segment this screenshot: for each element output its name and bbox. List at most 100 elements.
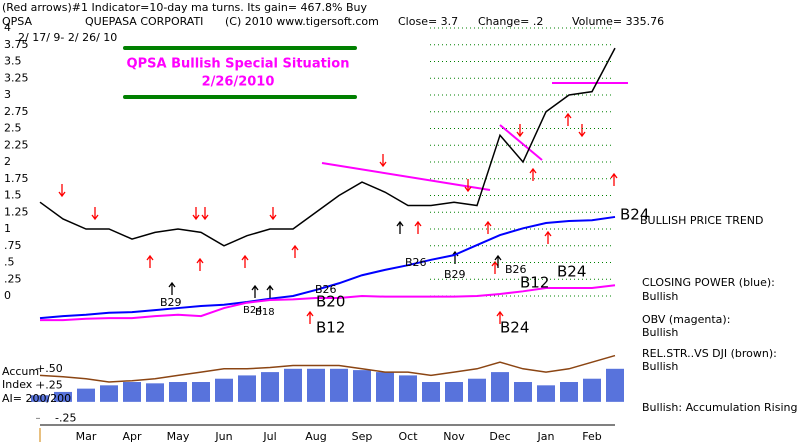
- signal-arrow: [516, 124, 524, 138]
- bar: [606, 368, 624, 402]
- annotation: 2/26/2010: [202, 75, 275, 90]
- bar: [491, 372, 509, 402]
- symbol: QPSA: [2, 15, 32, 28]
- header: (Red arrows)#1 Indicator=10-day ma turns…: [2, 1, 367, 14]
- trend-line: [499, 124, 543, 161]
- panel-label: Index: [2, 378, 33, 391]
- x-tick-label: Apr: [122, 430, 142, 443]
- signal-arrows: [58, 112, 618, 324]
- bar: [169, 382, 187, 402]
- signal-label: B24: [500, 319, 529, 337]
- signal-arrow: [578, 124, 586, 138]
- bar: [192, 382, 210, 402]
- bar: [537, 385, 555, 402]
- signal-arrow: [58, 184, 66, 198]
- panel-label: Accum: [2, 365, 39, 378]
- trend-label: BULLISH PRICE TREND: [640, 214, 764, 227]
- legend-status: Bullish: [642, 290, 678, 303]
- signal-label: B24: [243, 305, 263, 316]
- trend-line: [321, 162, 491, 191]
- y-tick-label: 0: [4, 289, 11, 302]
- signal-label: B20: [316, 293, 345, 311]
- y-tick-label: 2.5: [4, 122, 22, 135]
- y-tick-label: 3.25: [4, 71, 29, 84]
- x-tick-label: Aug: [305, 430, 326, 443]
- y-tick-label: -.25: [55, 411, 76, 424]
- bar: [399, 375, 417, 402]
- signal-label: B12: [316, 319, 345, 337]
- signal-arrow: [241, 254, 249, 268]
- indicator-line: [40, 284, 616, 322]
- price-line: [39, 47, 616, 247]
- x-tick-label: Jul: [262, 430, 276, 443]
- signal-arrow: [396, 220, 404, 234]
- signal-label: B29: [444, 268, 466, 281]
- date-range: 2/ 17/ 9- 2/ 26/ 10: [18, 31, 117, 44]
- y-tick-label: +.50: [36, 362, 63, 375]
- bar: [583, 378, 601, 402]
- bar: [445, 382, 463, 402]
- x-tick-label: Mar: [76, 430, 97, 443]
- x-tick-label: Dec: [489, 430, 510, 443]
- bar: [284, 368, 302, 402]
- close: Close= 3.7: [398, 15, 458, 28]
- company: QUEPASA CORPORATI: [85, 15, 203, 28]
- x-tick-label: Jun: [214, 430, 232, 443]
- bar: [468, 378, 486, 402]
- signal-arrow: [91, 207, 99, 221]
- y-tick-label: 1.5: [4, 189, 22, 202]
- copyright: (C) 2010 www.tigersoft.com: [225, 15, 379, 28]
- y-tick-label: 2: [4, 155, 11, 168]
- y-tick-label: .25: [4, 272, 22, 285]
- signal-arrow: [529, 167, 537, 181]
- annotation: QPSA Bullish Special Situation: [127, 57, 350, 72]
- y-tick-label: 1.25: [4, 205, 29, 218]
- signal-arrow: [266, 284, 274, 298]
- signal-arrow: [196, 257, 204, 271]
- signal-label: B12: [520, 274, 549, 292]
- signal-label: B26: [315, 283, 337, 296]
- legend-status: Bullish: [642, 326, 678, 339]
- signal-arrow: [414, 220, 422, 234]
- bar: [215, 378, 233, 402]
- bar: [100, 385, 118, 402]
- bar: [54, 391, 72, 402]
- x-tick-label: Feb: [582, 430, 601, 443]
- legend-status: Bullish: [642, 360, 678, 373]
- signal-label: B26: [505, 263, 527, 276]
- signal-arrow: [544, 230, 552, 244]
- signal-label: B24: [620, 206, 649, 224]
- signal-arrow: [484, 220, 492, 234]
- bar: [560, 382, 578, 402]
- y-tick-label: .75: [4, 239, 22, 252]
- change: Change= .2: [478, 15, 543, 28]
- y-tick-label: 4: [4, 21, 11, 34]
- signal-arrow: [564, 112, 572, 126]
- y-tick-label: 3: [4, 88, 11, 101]
- bar: [146, 383, 164, 402]
- y-tick-label: 2.75: [4, 105, 29, 118]
- signal-arrow: [610, 172, 618, 186]
- signal-arrow: [306, 310, 314, 324]
- y-tick-label: .5: [4, 256, 15, 269]
- indicator-line: [39, 354, 616, 383]
- bar: [514, 382, 532, 402]
- signal-label: B29: [160, 296, 182, 309]
- bar: [353, 370, 371, 402]
- signal-arrow: [291, 244, 299, 258]
- bar: [261, 372, 279, 402]
- signal-arrow: [251, 284, 259, 298]
- bar: [123, 382, 141, 402]
- signal-arrow: [192, 207, 200, 221]
- bar: [31, 395, 49, 402]
- signal-arrow: [379, 154, 387, 168]
- y-tick-label: 1: [4, 222, 11, 235]
- signal-arrow: [146, 254, 154, 268]
- x-tick-label: May: [167, 430, 190, 443]
- y-tick-label: 1.75: [4, 172, 29, 185]
- signal-arrow: [496, 310, 504, 324]
- bar: [376, 372, 394, 402]
- y-tick-label: +.25: [36, 378, 63, 391]
- x-tick-label: Nov: [443, 430, 465, 443]
